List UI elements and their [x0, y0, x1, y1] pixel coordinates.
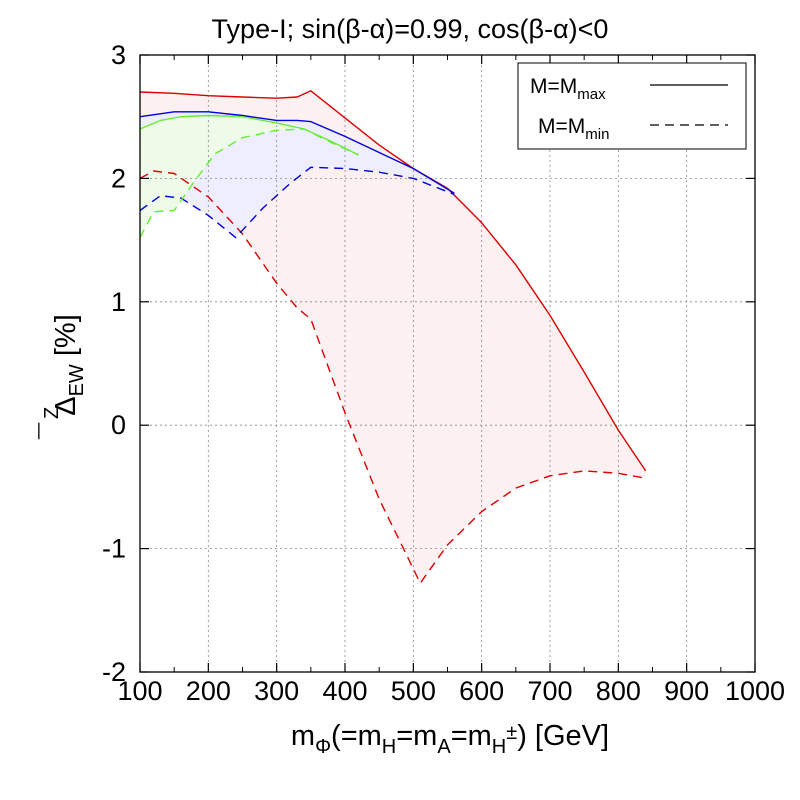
x-label-pm: ± [506, 722, 517, 744]
series-red-M-M-min [139, 170, 646, 584]
series-blue-M-M-max [139, 111, 455, 194]
x-tick-label: 600 [459, 676, 504, 706]
series-lines [139, 90, 647, 584]
legend-label-min: M=Mmin [538, 115, 609, 143]
shaded-bands [140, 90, 646, 584]
x-tick-label: 300 [254, 676, 299, 706]
x-label-h: H [382, 736, 396, 758]
y-label-sub: EW [66, 364, 88, 396]
y-label-unit: [%] [50, 314, 82, 364]
x-tick-label: 200 [186, 676, 231, 706]
x-label-eq1: =m [396, 720, 437, 752]
y-tick-label: 1 [111, 287, 126, 317]
x-label-eq2: =m [451, 720, 492, 752]
y-label-delta: Δ [50, 396, 82, 415]
band-green-band [140, 115, 359, 238]
x-axis-label: mΦ(=mH=mA=mH±) [GeV] [291, 720, 609, 758]
x-label-paren: (=m [331, 720, 382, 752]
y-tick-label: 0 [111, 410, 126, 440]
svg-text:ΔEW [%]: ΔEW [%] [50, 314, 88, 416]
x-tick-label: 1000 [725, 676, 785, 706]
x-tick-label: 400 [322, 676, 367, 706]
y-axis-label: ΔEW [%] ¯ Z [35, 314, 88, 440]
x-label-close: ) [GeV] [517, 720, 609, 752]
legend: M=Mmax M=Mmin [517, 62, 747, 150]
y-label-sup: Z [41, 407, 63, 419]
series-blue-M-M-min [139, 166, 455, 239]
x-label-m: m [291, 720, 315, 752]
y-tick-label: 3 [111, 40, 126, 70]
band-red-band [140, 90, 646, 584]
x-tick-label: 100 [117, 676, 162, 706]
chart-title: Type-I; sin(β-α)=0.99, cos(β-α)<0 [212, 14, 609, 44]
x-tick-label: 500 [391, 676, 436, 706]
tick-labels: 100 200 300 400 500 600 700 800 900 1000 -2 -1 0 1 2 3 [102, 40, 785, 706]
x-tick-label: 800 [596, 676, 641, 706]
y-tick-label: 2 [111, 163, 126, 193]
x-tick-label: 700 [527, 676, 572, 706]
legend-label-max: M=Mmax [530, 75, 606, 103]
y-tick-label: -1 [102, 534, 126, 564]
y-tick-label: -2 [102, 657, 126, 687]
x-label-hpm: H [492, 736, 506, 758]
series-green-M-M-max [139, 114, 360, 156]
legend-box [517, 62, 747, 150]
x-label-a: A [437, 736, 451, 758]
series-red-M-M-max [139, 90, 647, 472]
y-label-bar: ¯ [35, 422, 67, 440]
x-tick-label: 900 [664, 676, 709, 706]
x-label-phi: Φ [315, 736, 331, 758]
series-green-M-M-min [139, 128, 359, 238]
